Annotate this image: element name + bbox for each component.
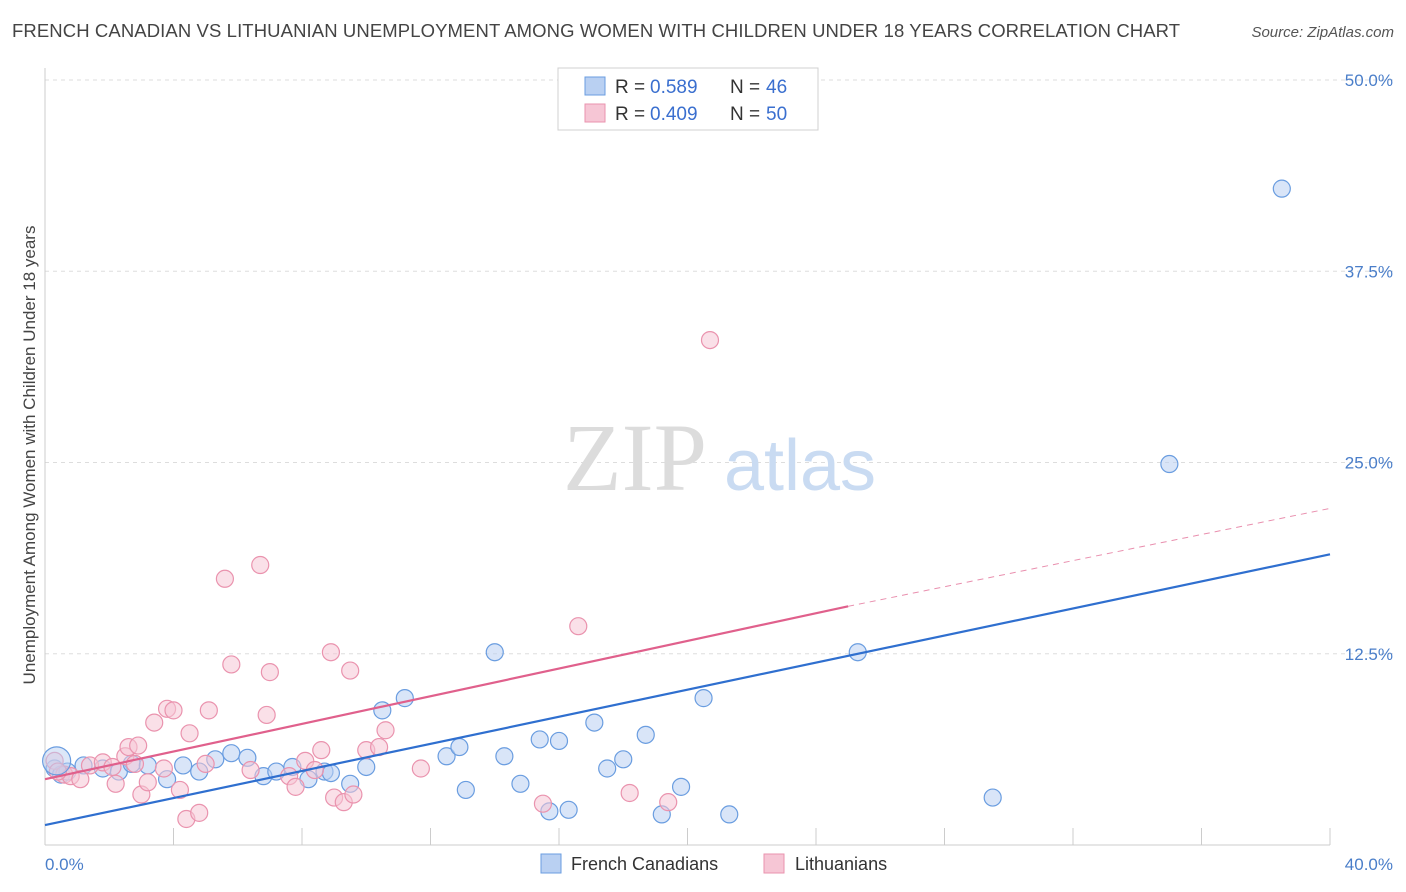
watermark-atlas: atlas <box>724 426 876 506</box>
point-french-canadians <box>450 737 469 757</box>
point-lithuanians <box>286 777 305 796</box>
point-lithuanians <box>180 724 199 743</box>
point-lithuanians <box>199 701 218 720</box>
y-tick-label: 12.5% <box>1345 645 1393 664</box>
point-french-canadians <box>614 750 633 769</box>
point-lithuanians <box>138 773 157 792</box>
legend-n-value: 50 <box>766 104 787 125</box>
legend-n-label: N = <box>730 104 760 125</box>
point-lithuanians <box>106 774 125 793</box>
point-lithuanians <box>321 643 341 662</box>
legend-r-label: R = <box>615 104 645 125</box>
series-name-lithuanians: Lithuanians <box>795 854 887 874</box>
legend-swatch-lithuanians <box>584 103 606 123</box>
trend-extension-lithuanians <box>848 507 1331 607</box>
point-french-canadians <box>485 643 504 662</box>
series-swatch-french-canadians <box>540 853 562 874</box>
point-french-canadians <box>983 788 1002 807</box>
point-french-canadians <box>222 744 241 763</box>
legend-swatch-french-canadians <box>584 76 606 96</box>
point-lithuanians <box>145 713 164 732</box>
point-french-canadians <box>174 756 193 775</box>
point-lithuanians <box>341 661 360 680</box>
point-lithuanians <box>241 760 260 780</box>
data-points <box>42 179 1291 829</box>
y-axis-label: Unemployment Among Women with Children U… <box>20 226 39 685</box>
legend-r-value: 0.409 <box>650 104 698 125</box>
point-lithuanians <box>260 663 279 682</box>
point-cluster <box>42 746 72 776</box>
y-tick-label: 37.5% <box>1345 262 1393 281</box>
trend-line-french-canadians <box>44 553 1331 827</box>
point-lithuanians <box>376 721 395 740</box>
point-french-canadians <box>585 713 604 732</box>
legend: R = 0.589 N = 46 R = 0.409 N = 50 <box>557 67 819 131</box>
chart-title: FRENCH CANADIAN VS LITHUANIAN UNEMPLOYME… <box>12 20 1181 41</box>
point-french-canadians <box>511 774 530 793</box>
point-french-canadians <box>530 730 549 749</box>
point-lithuanians <box>154 759 173 778</box>
point-french-canadians <box>437 747 456 766</box>
point-lithuanians <box>190 803 209 822</box>
point-french-canadians <box>456 780 475 800</box>
point-lithuanians <box>129 736 148 755</box>
point-french-canadians <box>357 757 376 777</box>
point-lithuanians <box>312 741 331 760</box>
legend-r-label: R = <box>615 77 645 98</box>
series-name-french-canadians: French Canadians <box>571 854 718 874</box>
point-lithuanians <box>344 785 363 804</box>
legend-n-value: 46 <box>766 77 787 98</box>
point-lithuanians <box>257 705 276 725</box>
point-lithuanians <box>196 754 215 774</box>
point-lithuanians <box>569 617 588 636</box>
point-french-canadians <box>636 725 655 744</box>
point-french-canadians <box>694 689 713 708</box>
point-french-canadians <box>549 731 569 751</box>
legend-n-label: N = <box>730 77 760 98</box>
legend-r-value: 0.589 <box>650 77 698 98</box>
y-tick-label: 25.0% <box>1345 454 1393 473</box>
point-french-canadians <box>1272 179 1291 198</box>
point-french-canadians <box>1160 454 1179 474</box>
source-label: Source: ZipAtlas.com <box>1251 24 1394 41</box>
point-french-canadians <box>495 747 514 766</box>
point-lithuanians <box>700 331 720 350</box>
point-lithuanians <box>170 780 190 800</box>
series-swatch-lithuanians <box>763 853 785 874</box>
y-tick-label: 50.0% <box>1345 71 1393 90</box>
point-lithuanians <box>215 569 234 588</box>
grid-lines <box>45 79 1395 655</box>
x-tick-label: 0.0% <box>45 855 84 874</box>
point-lithuanians <box>251 555 270 575</box>
watermark-zip: ZIP <box>563 404 707 511</box>
series-legend: French Canadians Lithuanians <box>540 853 887 874</box>
point-lithuanians <box>533 794 553 813</box>
point-lithuanians <box>164 701 183 720</box>
x-tick-label: 40.0% <box>1345 855 1393 874</box>
point-lithuanians <box>620 783 639 803</box>
watermark: ZIP atlas <box>563 404 876 511</box>
point-lithuanians <box>411 759 430 778</box>
point-french-canadians <box>559 800 578 819</box>
point-french-canadians <box>720 805 739 824</box>
point-french-canadians <box>671 777 691 796</box>
point-lithuanians <box>659 793 678 812</box>
tick-labels: 12.5% 25.0% 37.5% 50.0% 0.0% 40.0% <box>45 71 1393 874</box>
trend-line-lithuanians <box>44 605 849 781</box>
axes <box>44 68 1331 846</box>
trend-lines <box>44 507 1331 827</box>
point-lithuanians <box>222 655 241 674</box>
point-french-canadians <box>598 759 617 778</box>
